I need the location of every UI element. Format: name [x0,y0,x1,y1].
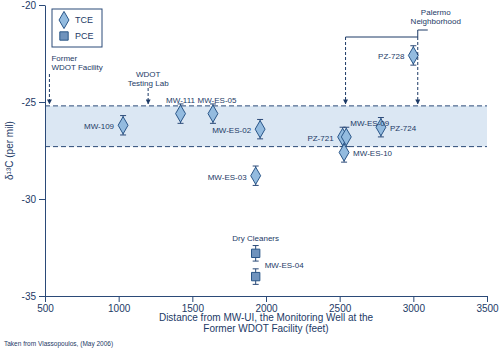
point [251,167,261,184]
tick-mark [340,296,341,302]
tick-mark [39,5,45,6]
point [208,105,218,122]
tick-label: -35 [22,291,37,302]
annotation: WDOTTesting Lab [128,70,169,88]
reference-band [45,106,487,147]
error-cap [253,284,259,285]
tick-mark [413,296,414,302]
chart: 500100015002000250030003500-35-30-25-20D… [0,0,500,350]
tick: 1000 [108,296,131,314]
band-edge [45,146,487,147]
point [176,105,186,122]
point-label: MW-ES-03 [208,173,248,182]
tick-mark [45,296,46,302]
legend-marker [59,11,69,28]
band-edge [45,105,487,106]
tick-mark [119,296,120,302]
point [252,249,260,257]
point-label: MW-111 [166,96,195,105]
point-label: PZ-724 [390,124,417,133]
legend-label: TCE [75,15,93,25]
tick: 500 [37,296,54,314]
x-axis-title-line: Distance from MW-UI, the Monitoring Well… [159,312,374,323]
error-cap [253,268,259,269]
legend: TCE PCE [52,9,102,47]
tick: 3500 [476,296,499,314]
annotation-line: WDOT Facility [51,63,102,72]
legend-box [52,9,102,47]
legend-label: PCE [75,31,94,41]
point-label: MW-109 [84,122,115,131]
tick-mark [39,199,45,200]
y-axis: -35 -30 -25 -20 [22,0,46,302]
error-cap [253,245,259,246]
tick-mark [39,102,45,103]
tick: -35 [22,291,45,302]
tick: -25 [22,97,45,108]
tick: -20 [22,0,45,11]
annotation: Dry Cleaners [232,234,279,243]
tick: -30 [22,194,45,205]
x-axis-title-line: Former WDOT Facility (feet) [203,323,328,334]
axis-line [45,6,46,297]
point [252,272,260,280]
annotation-arrow [49,74,50,104]
tick-mark [487,296,488,302]
plot-area [45,46,487,285]
annotation-line: WDOT [136,70,161,79]
source-note: Taken from Vlassopoulos, (May 2006) [4,340,113,348]
tick-label: -30 [22,194,37,205]
point [341,128,351,145]
tick-label: -20 [22,0,37,11]
error-cap [253,261,259,262]
annotation-line: Former [51,54,77,63]
point-label: PZ-728 [378,52,405,61]
annotation: FormerWDOT Facility [51,54,102,72]
point-label: PZ-721 [307,134,334,143]
tick-label: -25 [22,97,37,108]
tick-mark [266,296,267,302]
annotation-line: Dry Cleaners [232,234,279,243]
tick-label: 1000 [108,303,131,314]
point-label: MW-ES-05 [197,96,237,105]
annotation-line: Neighborhood [411,17,461,26]
point [118,117,128,134]
point-label: MW-ES-09 [350,119,390,128]
point-label: MW-ES-10 [353,149,393,158]
annotation-arrow [417,37,418,104]
legend-marker [60,32,68,40]
annotation: PalermoNeighborhood [411,8,461,26]
annotation-line: Testing Lab [128,79,169,88]
annotation-line: Palermo [421,8,451,17]
annotation-bracket [346,30,428,37]
tick: 3000 [403,296,426,314]
tick-mark [192,296,193,302]
tick-label: 3500 [476,303,499,314]
point-label: MW-ES-02 [212,126,252,135]
x-axis-title: Distance from MW-UI, the Monitoring Well… [159,312,374,334]
point [339,144,349,161]
y-axis-title: δ¹³C (per mil) [4,121,15,180]
annotation-arrow [345,37,346,104]
tick-label: 3000 [403,303,426,314]
annotation-arrow [148,88,149,104]
tick-mark [39,296,45,297]
point [408,47,418,64]
tick-label: 500 [37,303,54,314]
point [255,121,265,138]
point-label: MW-ES-04 [265,261,305,270]
